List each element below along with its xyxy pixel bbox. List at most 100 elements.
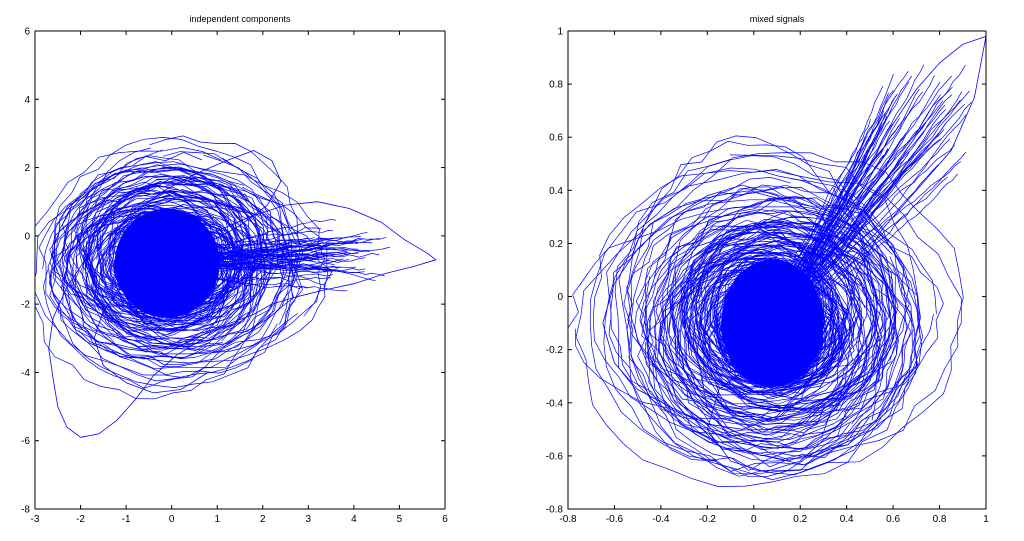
trajectory-loop bbox=[653, 232, 918, 460]
trajectory-loop bbox=[72, 197, 293, 375]
x-tick-label: 6 bbox=[442, 514, 448, 525]
trajectory-loop bbox=[112, 207, 238, 312]
trajectory-loop bbox=[658, 242, 880, 431]
trajectory-loop bbox=[610, 190, 890, 434]
y-tick-label: 0.4 bbox=[549, 186, 563, 197]
y-tick-label: 0 bbox=[24, 231, 30, 242]
trajectory-loop bbox=[49, 204, 333, 364]
trajectory-loop bbox=[688, 280, 855, 389]
trajectory-loop bbox=[662, 209, 907, 462]
y-tick-label: -0.8 bbox=[546, 505, 564, 516]
trajectory-streak bbox=[785, 90, 970, 320]
y-tick-label: -0.6 bbox=[546, 451, 564, 462]
trajectory-loop bbox=[628, 184, 893, 449]
trajectory-loop bbox=[702, 252, 861, 436]
y-tick-label: 0.8 bbox=[549, 80, 563, 91]
y-tick-label: 4 bbox=[24, 95, 30, 106]
y-tick-label: 1 bbox=[557, 27, 563, 38]
trajectory-loop bbox=[694, 238, 899, 413]
trajectory-loop bbox=[676, 232, 887, 437]
x-tick-label: 0.6 bbox=[886, 514, 900, 525]
trajectory-loop bbox=[686, 248, 838, 401]
x-tick-label: 3 bbox=[306, 514, 312, 525]
trajectory-loop bbox=[640, 177, 915, 450]
trajectory-loop bbox=[675, 236, 876, 422]
trajectory-streak bbox=[783, 91, 963, 319]
trajectory-loop bbox=[589, 169, 962, 480]
trajectory-loop bbox=[575, 191, 920, 487]
x-tick-label: 0 bbox=[751, 514, 757, 525]
trajectory-loop bbox=[637, 225, 886, 457]
trajectory-loop bbox=[74, 168, 253, 360]
trajectory-loop bbox=[63, 155, 245, 327]
trajectory-streak bbox=[781, 121, 947, 308]
trajectory-loop bbox=[664, 195, 891, 449]
trajectory-streak bbox=[786, 64, 925, 310]
y-tick-label: -8 bbox=[21, 505, 30, 516]
x-tick-label: -0.2 bbox=[699, 514, 717, 525]
plot-area bbox=[35, 135, 437, 438]
trajectory-loop bbox=[68, 149, 291, 365]
y-tick-label: 2 bbox=[24, 163, 30, 174]
y-tick-label: -0.4 bbox=[546, 398, 564, 409]
trajectory-loop bbox=[61, 164, 260, 332]
y-tick-label: 0 bbox=[557, 292, 563, 303]
trajectory-loop bbox=[657, 217, 924, 457]
x-tick-label: 0.8 bbox=[933, 514, 947, 525]
trajectory-loop bbox=[85, 189, 298, 348]
trajectory-loop bbox=[55, 161, 278, 331]
trajectory-loop bbox=[687, 244, 874, 405]
trajectory-loop bbox=[87, 182, 238, 336]
trajectory-loop bbox=[86, 166, 262, 322]
x-tick-label: 0.2 bbox=[793, 514, 807, 525]
trajectory-loop bbox=[696, 210, 895, 412]
trajectory-loop bbox=[90, 198, 254, 345]
chart-panel-independent-components: independent components -3 -2 -1 0 1 2 3 4 5 6 -8 -6 -… bbox=[21, 14, 448, 525]
trajectory-loop bbox=[623, 140, 872, 471]
x-tick-label: -1 bbox=[122, 514, 131, 525]
trajectory-loop bbox=[38, 163, 325, 355]
trajectory-loop bbox=[658, 258, 853, 425]
dense-core bbox=[721, 259, 824, 387]
x-tick-label: -2 bbox=[76, 514, 85, 525]
y-tick-label: 0.6 bbox=[549, 133, 563, 144]
x-tick-label: 0.4 bbox=[840, 514, 854, 525]
trajectory-loop bbox=[716, 252, 839, 397]
chart-title: independent components bbox=[189, 14, 291, 24]
y-tick-label: -0.2 bbox=[546, 345, 564, 356]
axes-frame bbox=[567, 30, 987, 510]
y-tick-label: -6 bbox=[21, 436, 30, 447]
trajectory-loop bbox=[79, 175, 238, 312]
trajectory-loop bbox=[608, 199, 886, 438]
y-tick-label: 0.2 bbox=[549, 239, 563, 250]
trajectory-loop bbox=[672, 234, 855, 443]
x-tick-label: 2 bbox=[260, 514, 266, 525]
trajectory-loop bbox=[90, 191, 244, 327]
trajectory-loop bbox=[665, 257, 863, 419]
trajectory-loop bbox=[694, 215, 879, 412]
x-tick-label: 5 bbox=[397, 514, 403, 525]
y-tick-label: -2 bbox=[21, 300, 30, 311]
trajectory-loop bbox=[568, 206, 944, 427]
trajectory-loop bbox=[50, 216, 241, 351]
trajectory-streak bbox=[772, 75, 952, 313]
x-tick-label: 4 bbox=[351, 514, 357, 525]
y-tick-label: -4 bbox=[21, 368, 30, 379]
trajectory-loop bbox=[667, 228, 884, 411]
x-tick-label: 1 bbox=[214, 514, 220, 525]
chart-title: mixed signals bbox=[750, 14, 805, 24]
x-tick-label: -3 bbox=[31, 514, 40, 525]
trajectory-loop bbox=[52, 137, 293, 367]
x-tick-label: -0.6 bbox=[606, 514, 624, 525]
trajectory-loop bbox=[645, 184, 921, 476]
trajectory-loop bbox=[670, 196, 899, 409]
x-tick-label: -0.8 bbox=[559, 514, 577, 525]
chart-panel-mixed-signals: mixed signals -0.8 -0.6 -0.4 -0.2 0 0.2 0.4 0.6 0… bbox=[546, 14, 989, 525]
trajectory-loop bbox=[684, 242, 912, 450]
x-tick-label: -0.4 bbox=[652, 514, 670, 525]
dense-core bbox=[114, 208, 220, 318]
series-line bbox=[602, 35, 986, 473]
trajectory-loop bbox=[626, 135, 876, 478]
